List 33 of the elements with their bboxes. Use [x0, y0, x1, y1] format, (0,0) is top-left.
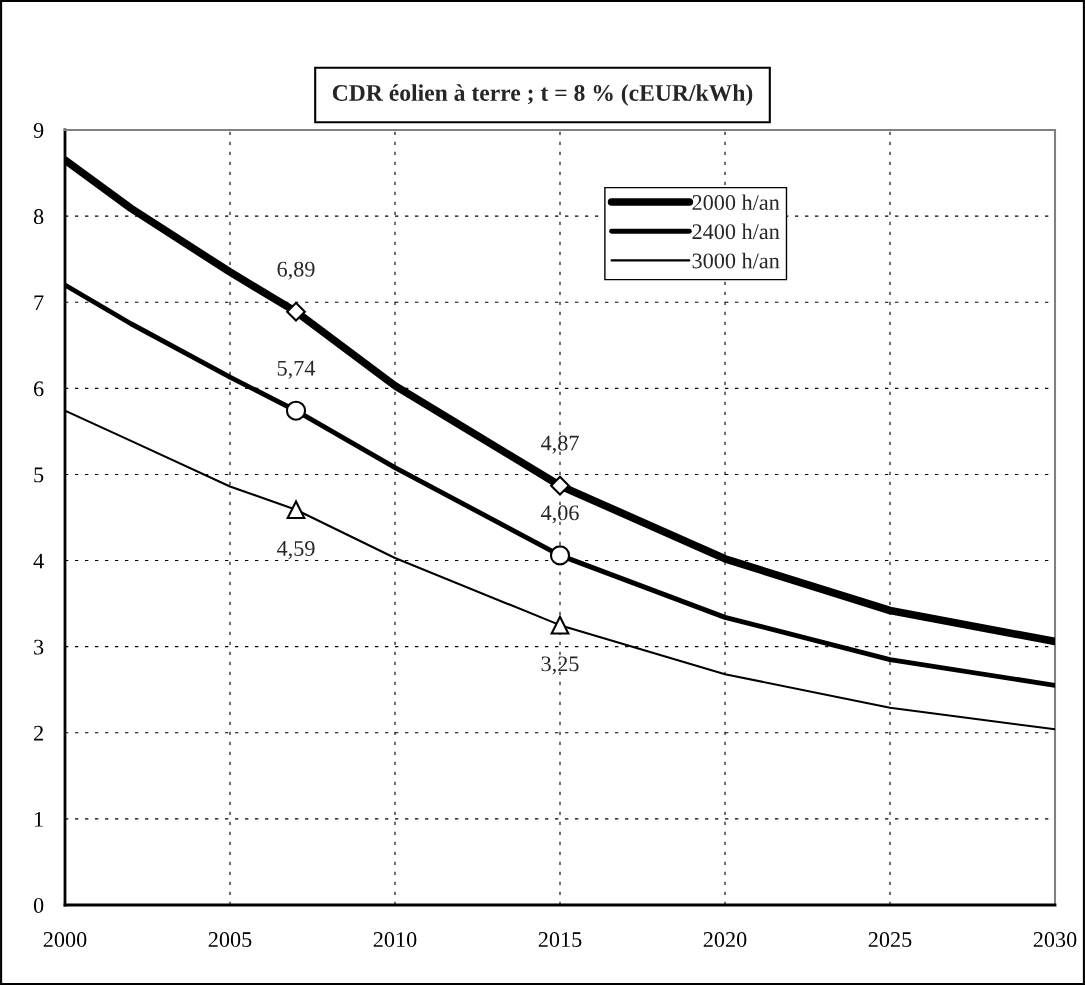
- y-tick-label: 1: [35, 811, 43, 827]
- x-tick-label: 2030: [1033, 932, 1077, 948]
- x-tick-label: 2010: [373, 932, 417, 948]
- legend-label: 2000 h/an: [692, 194, 780, 211]
- point: [550, 475, 570, 496]
- data-label: 6,89: [277, 261, 315, 280]
- point: [285, 400, 307, 421]
- point: [550, 615, 570, 635]
- point: [286, 301, 306, 322]
- y-tick-label: 2: [34, 725, 43, 741]
- y-tick-label: 4: [33, 553, 44, 569]
- y-tick-label: 9: [33, 122, 44, 138]
- legend-label: 2400 h/an: [692, 223, 780, 240]
- y-tick-label: 8: [33, 209, 44, 225]
- y-tick-label: 6: [34, 381, 44, 397]
- data-label: 5,74: [277, 360, 316, 379]
- data-label: 4,59: [276, 541, 315, 560]
- y-tick-label: 5: [34, 467, 44, 483]
- y-tick-label: 0: [33, 897, 44, 913]
- data-label: 3,25: [541, 656, 579, 675]
- x-tick-label: 2005: [208, 932, 252, 948]
- y-tick-label: 7: [34, 295, 44, 310]
- point: [549, 545, 571, 566]
- x-tick-label: 2020: [703, 932, 747, 948]
- legend-label: 3000 h/an: [692, 252, 780, 269]
- point: [286, 500, 306, 520]
- x-tick-label: 2015: [538, 932, 582, 948]
- data-label: 4,87: [540, 435, 579, 454]
- y-tick-label: 3: [34, 639, 44, 655]
- data-label: 4,06: [540, 505, 579, 524]
- chart-title: CDR éolien à terre ; t = 8 % (cEUR/kWh): [332, 84, 753, 106]
- x-tick-label: 2000: [43, 932, 87, 948]
- x-tick-label: 2025: [868, 932, 912, 948]
